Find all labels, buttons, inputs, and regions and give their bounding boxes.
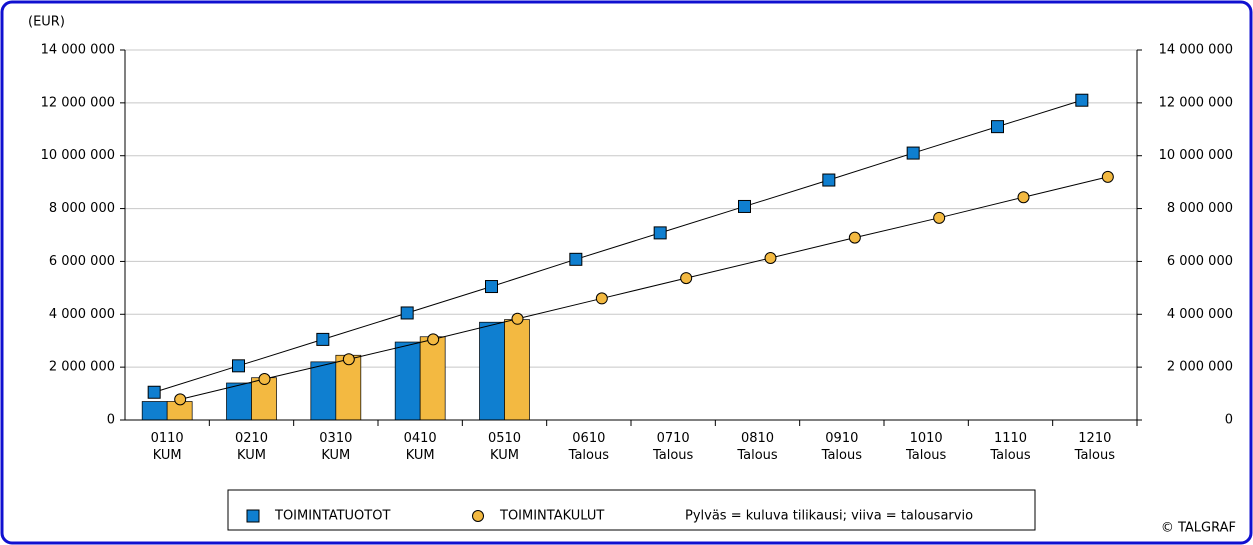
y-tick-label: 4 000 000 [49, 307, 115, 322]
y-tick-label: 8 000 000 [49, 201, 115, 216]
marker [258, 373, 271, 386]
x-tick-label: 1210 Talous [1074, 431, 1116, 463]
marker [1017, 191, 1030, 204]
y-tick-label: 0 [107, 413, 115, 428]
x-tick-label: 0210 KUM [235, 431, 268, 463]
x-tick-label: 0310 KUM [319, 431, 352, 463]
marker [1075, 93, 1089, 107]
x-tick-label: 1010 Talous [905, 431, 947, 463]
budget-line [180, 176, 1108, 400]
marker [933, 211, 946, 224]
y2-tick-label: 14 000 000 [1159, 43, 1233, 58]
marker [653, 226, 667, 240]
marker [848, 231, 861, 244]
marker [316, 332, 330, 346]
marker [764, 251, 777, 264]
marker [680, 272, 693, 285]
copyright: © TALGRAF [1161, 521, 1236, 536]
marker [342, 353, 355, 366]
legend-label: TOIMINTATUOTOT [274, 509, 390, 524]
marker [147, 385, 161, 399]
marker [174, 393, 187, 406]
x-tick-label: 0810 Talous [736, 431, 778, 463]
y2-tick-label: 4 000 000 [1167, 307, 1233, 322]
marker [822, 173, 836, 187]
y2-tick-label: 8 000 000 [1167, 201, 1233, 216]
marker [400, 306, 414, 320]
y-tick-label: 14 000 000 [41, 43, 115, 58]
y2-tick-label: 6 000 000 [1167, 254, 1233, 269]
marker [232, 359, 245, 373]
marker [511, 312, 524, 325]
y-tick-label: 10 000 000 [41, 148, 115, 163]
marker [1101, 170, 1114, 183]
marker [485, 280, 498, 294]
y2-tick-label: 10 000 000 [1159, 148, 1233, 163]
marker [427, 333, 440, 346]
x-tick-label: 0910 Talous [821, 431, 863, 463]
marker [595, 292, 608, 305]
bar [479, 321, 505, 421]
x-tick-label: 0510 KUM [488, 431, 521, 463]
bar [226, 382, 252, 421]
x-tick-label: 0410 KUM [404, 431, 437, 463]
bar [394, 341, 421, 421]
y-tick-label: 12 000 000 [41, 95, 115, 110]
x-tick-label: 1110 Talous [989, 431, 1031, 463]
x-tick-label: 0610 Talous [568, 431, 610, 463]
marker [569, 252, 583, 266]
bar [251, 377, 277, 421]
bar [504, 319, 530, 421]
marker [906, 146, 920, 160]
legend-label: TOIMINTAKULUT [499, 509, 604, 524]
legend-box [227, 489, 1036, 531]
budget-line [154, 99, 1082, 393]
x-tick-label: 0710 Talous [652, 431, 694, 463]
legend-marker [472, 510, 484, 522]
y-tick-label: 6 000 000 [49, 254, 115, 269]
bar [419, 336, 446, 421]
y2-tick-label: 0 [1225, 413, 1233, 428]
bar [335, 354, 362, 421]
y-unit: (EUR) [28, 15, 65, 30]
marker [991, 120, 1004, 134]
bar [141, 401, 168, 421]
y2-tick-label: 2 000 000 [1167, 360, 1233, 375]
y-tick-label: 2 000 000 [49, 360, 115, 375]
x-tick-label: 0110 KUM [151, 431, 184, 463]
marker [738, 199, 751, 213]
bar [310, 361, 337, 421]
legend-note: Pylväs = kuluva tilikausi; viiva = talou… [685, 509, 973, 524]
legend-marker [246, 509, 260, 523]
y2-tick-label: 12 000 000 [1159, 95, 1233, 110]
